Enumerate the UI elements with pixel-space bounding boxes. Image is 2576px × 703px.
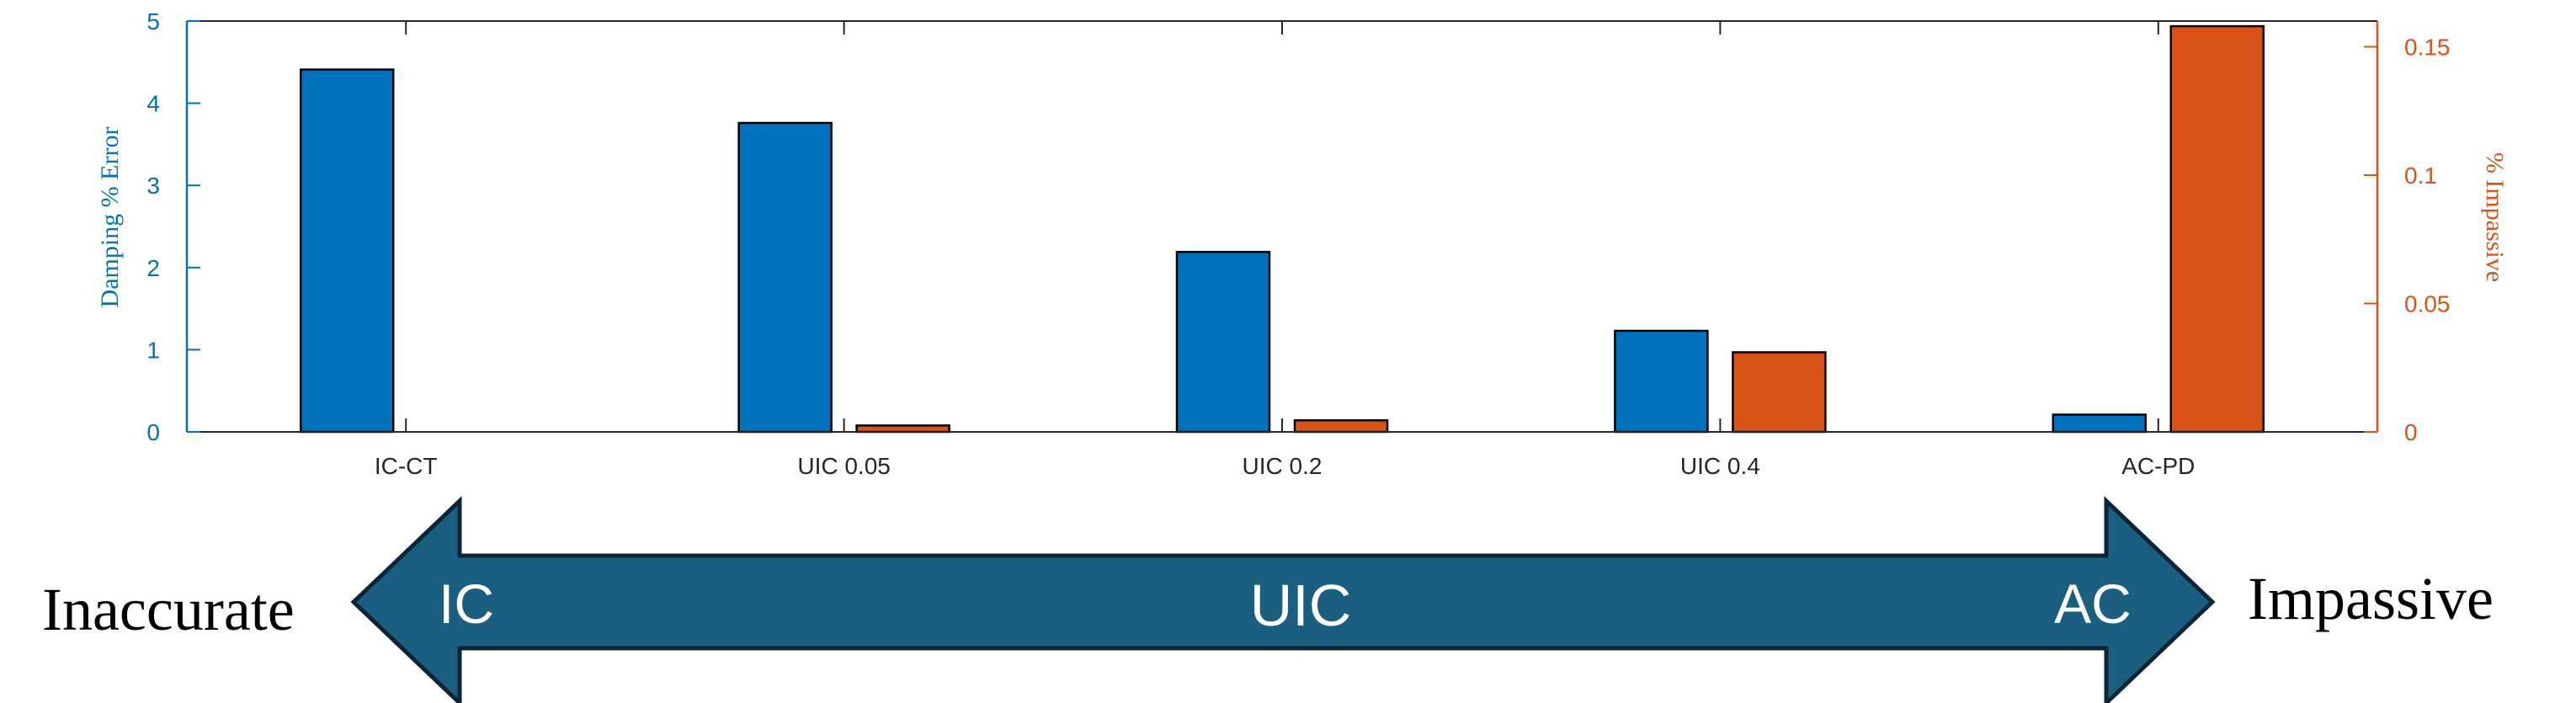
arrow-center-label: UIC: [1250, 573, 1352, 638]
left-y-tick-label: 4: [146, 91, 160, 117]
damping-error-bar: [737, 121, 833, 434]
dual-axis-bar-chart: IC-CT UIC 0.05 UIC 0.2 UIC 0.4 AC-PD 0 1 2 3 4 5 0 0…: [96, 8, 2509, 479]
x-tick-label: UIC 0.2: [1243, 453, 1323, 479]
right-y-tick-label: 0.05: [2404, 291, 2451, 317]
x-tick-label: UIC 0.4: [1680, 453, 1760, 479]
right-y-tick-label: 0.15: [2404, 35, 2451, 61]
right-y-tick-label: 0.1: [2404, 162, 2437, 189]
double-headed-arrow: [350, 496, 2216, 703]
arrow-left-end-label: IC: [439, 573, 494, 635]
damping-error-bar: [1175, 251, 1271, 434]
impassive-bar: [2169, 24, 2265, 434]
spectrum-left-label: Inaccurate: [42, 576, 295, 643]
left-y-tick-label: 0: [146, 419, 160, 445]
x-tick-label: UIC 0.05: [797, 453, 891, 479]
impassive-bar: [1732, 351, 1827, 434]
x-tick-label: AC-PD: [2121, 453, 2195, 479]
damping-error-bar: [2052, 413, 2148, 434]
x-tick-label: IC-CT: [375, 453, 438, 479]
y-axis-label-left: Damping % Error: [96, 127, 124, 308]
spectrum-right-label: Impassive: [2248, 565, 2494, 632]
left-y-tick-label: 1: [146, 337, 160, 363]
right-y-tick-label: 0: [2404, 419, 2418, 445]
left-y-tick-label: 5: [146, 8, 160, 35]
y-axis-label-right: % Impassive: [2481, 152, 2509, 282]
arrow-right-end-label: AC: [2054, 573, 2132, 635]
axes: [185, 20, 2379, 433]
bars: [299, 24, 2265, 434]
left-y-tick-label: 3: [146, 173, 160, 199]
damping-error-bar: [1614, 329, 1709, 434]
damping-error-bar: [299, 68, 395, 434]
impassive-bar: [855, 424, 950, 434]
left-y-tick-label: 2: [146, 255, 160, 281]
ticks: IC-CT UIC 0.05 UIC 0.2 UIC 0.4 AC-PD 0 1 2 3 4 5 0 0…: [146, 8, 2450, 479]
impassive-bar: [1293, 419, 1389, 434]
spectrum-arrow: IC UIC AC Inaccurate Impassive: [42, 496, 2494, 703]
